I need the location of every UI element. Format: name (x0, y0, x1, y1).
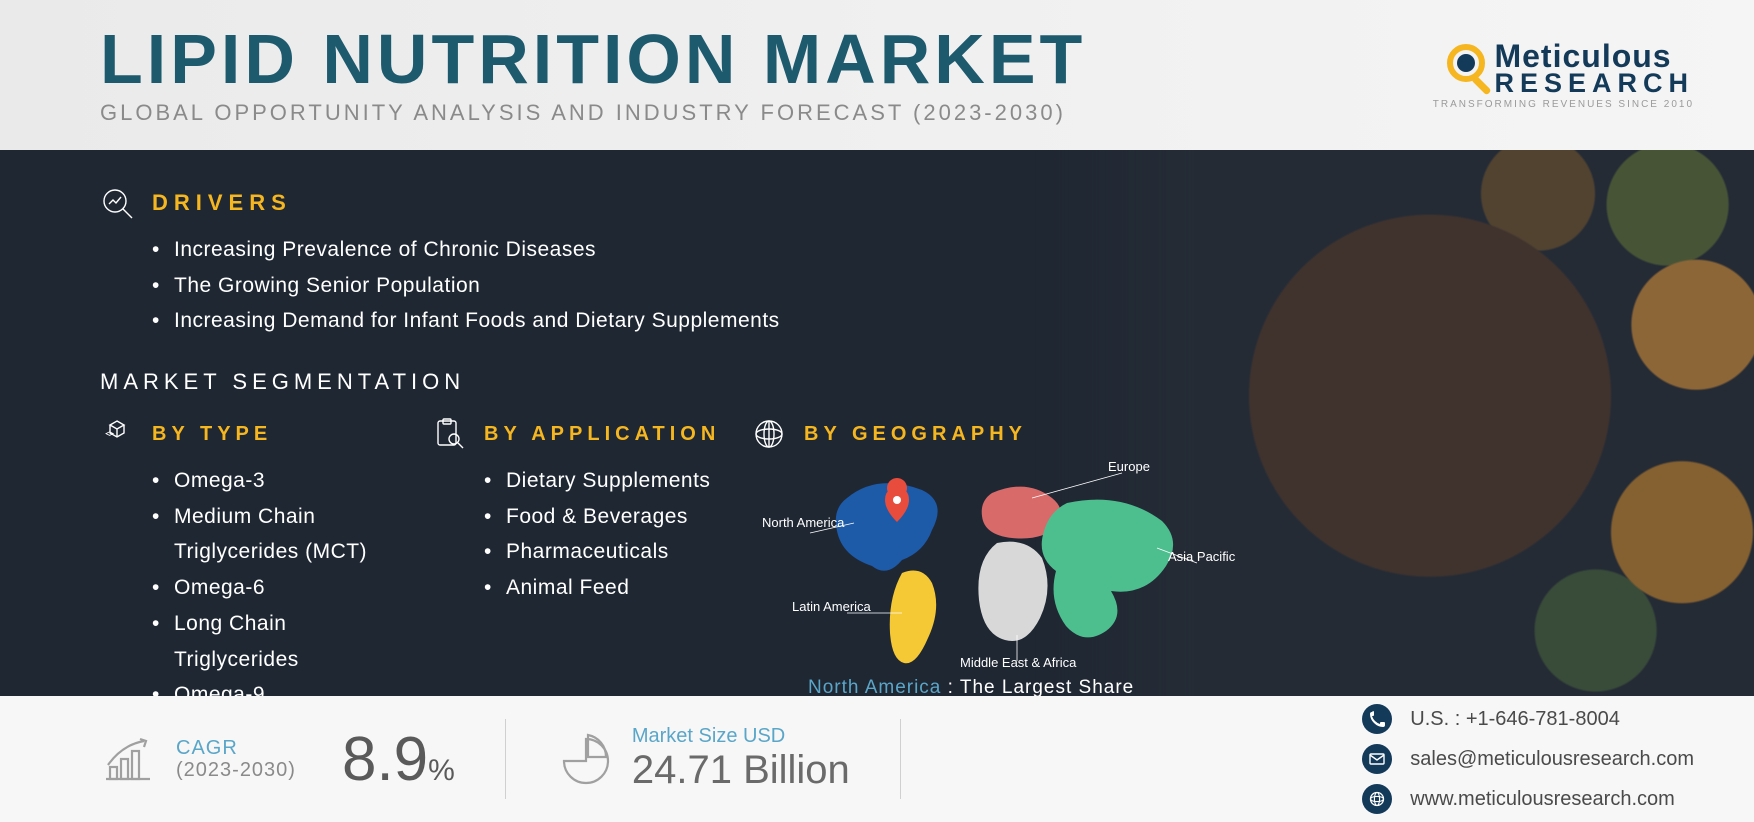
list-item: Increasing Demand for Infant Foods and D… (152, 303, 1754, 339)
map-label-na: North America (762, 515, 822, 530)
phone-text: U.S. : +1-646-781-8004 (1410, 708, 1620, 731)
contact-email[interactable]: sales@meticulousresearch.com (1362, 744, 1694, 774)
list-item: Pharmaceuticals (484, 534, 732, 570)
map-label-la: Latin America (792, 599, 852, 614)
header-text-block: LIPID NUTRITION MARKET GLOBAL OPPORTUNIT… (100, 24, 1086, 126)
email-text: sales@meticulousresearch.com (1410, 748, 1694, 771)
drivers-list: Increasing Prevalence of Chronic Disease… (152, 232, 1754, 339)
geography-highlight: North America : The Largest Share (808, 677, 1212, 696)
segment-application-title: BY APPLICATION (484, 423, 720, 446)
list-item: Food & Beverages (484, 499, 732, 535)
market-size-block: Market Size USD 24.71 Billion (556, 725, 850, 793)
contact-phone[interactable]: U.S. : +1-646-781-8004 (1362, 704, 1694, 734)
drivers-title: DRIVERS (152, 190, 292, 216)
region-mea (978, 542, 1047, 641)
logo-line2: RESEARCH (1494, 71, 1694, 95)
map-label-eu: Europe (1108, 459, 1150, 474)
list-item: Animal Feed (484, 570, 732, 606)
page-title: LIPID NUTRITION MARKET (100, 24, 1086, 94)
world-map: North America Latin America Europe Asia … (792, 463, 1212, 673)
market-size-label: Market Size USD (632, 725, 850, 748)
cubes-icon (100, 417, 134, 451)
list-item: Omega-6 (152, 570, 412, 606)
contact-block: U.S. : +1-646-781-8004 sales@meticulousr… (1362, 704, 1694, 814)
list-item: Medium Chain Triglycerides (MCT) (152, 499, 412, 570)
cagr-value: 8.9% (342, 724, 455, 795)
footer: CAGR (2023-2030) 8.9% Market Size USD 24… (0, 696, 1754, 822)
phone-icon (1362, 704, 1392, 734)
region-latin-america (890, 571, 936, 664)
highlight-text: The Largest Share (960, 677, 1134, 696)
list-item: Omega-9 (152, 677, 412, 696)
list-item: Omega-3 (152, 463, 412, 499)
list-item: The Growing Senior Population (152, 268, 1754, 304)
map-label-mea: Middle East & Africa (960, 655, 1076, 670)
brand-logo: Meticulous RESEARCH TRANSFORMING REVENUE… (1433, 41, 1694, 110)
globe-icon (752, 417, 786, 451)
region-asia-pacific (1042, 500, 1173, 638)
cagr-label: CAGR (176, 737, 296, 759)
clipboard-search-icon (432, 417, 466, 451)
highlight-region: North America (808, 677, 941, 696)
contact-web[interactable]: www.meticulousresearch.com (1362, 784, 1694, 814)
highlight-sep: : (941, 677, 960, 696)
divider (900, 719, 901, 799)
web-icon (1362, 784, 1392, 814)
header: LIPID NUTRITION MARKET GLOBAL OPPORTUNIT… (0, 0, 1754, 150)
list-item: Increasing Prevalence of Chronic Disease… (152, 232, 1754, 268)
pie-chart-icon (556, 731, 612, 787)
cagr-period: (2023-2030) (176, 759, 296, 781)
divider (505, 719, 506, 799)
main-dark-panel: DRIVERS Increasing Prevalence of Chronic… (0, 150, 1754, 696)
page-subtitle: GLOBAL OPPORTUNITY ANALYSIS AND INDUSTRY… (100, 100, 1086, 126)
logo-line1: Meticulous (1494, 42, 1694, 71)
logo-tagline: TRANSFORMING REVENUES SINCE 2010 (1433, 99, 1694, 110)
segment-type: BY TYPE Omega-3 Medium Chain Triglycerid… (100, 417, 412, 696)
segment-geography: BY GEOGRAPHY (752, 417, 1212, 696)
growth-chart-icon (100, 731, 156, 787)
list-item: Long Chain Triglycerides (152, 606, 412, 677)
magnifier-chart-icon (100, 186, 134, 220)
web-text: www.meticulousresearch.com (1410, 788, 1675, 811)
list-item: Dietary Supplements (484, 463, 732, 499)
magnifier-icon (1444, 41, 1500, 97)
map-label-ap: Asia Pacific (1168, 549, 1218, 564)
segment-geography-title: BY GEOGRAPHY (804, 423, 1027, 446)
segment-type-title: BY TYPE (152, 423, 272, 446)
segment-application: BY APPLICATION Dietary Supplements Food … (432, 417, 732, 696)
mail-icon (1362, 744, 1392, 774)
market-size-value: 24.71 Billion (632, 748, 850, 793)
cagr-block: CAGR (2023-2030) 8.9% (100, 724, 455, 795)
